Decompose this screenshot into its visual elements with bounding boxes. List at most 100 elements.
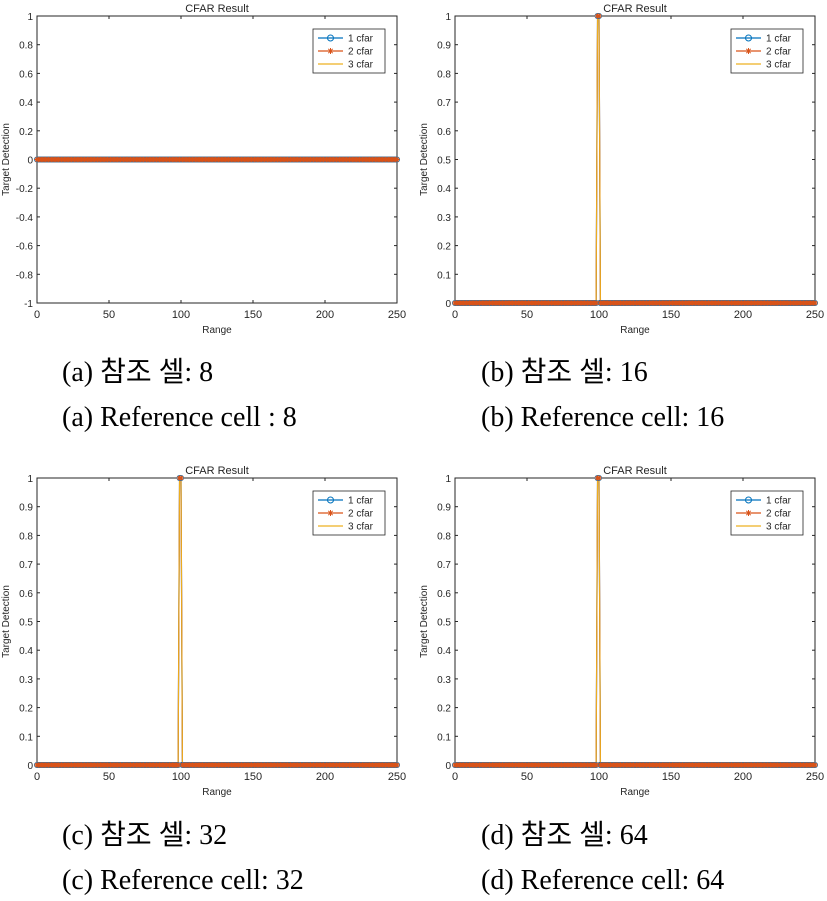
chart-title: CFAR Result [185,3,249,15]
y-tick-label: 0.9 [19,503,33,514]
y-tick-label: 0.9 [437,41,451,52]
caption-en-b: (b) Reference cell: 16 [481,402,725,433]
data-point-s2 [596,475,602,481]
y-axis-label: Target Detection [1,123,12,196]
data-point-s2 [812,300,818,306]
legend-marker-asterisk [327,48,334,54]
x-tick-label: 200 [734,309,752,321]
x-tick-label: 50 [103,771,115,783]
y-tick-label: 0.6 [19,69,33,80]
y-tick-label: 0.1 [19,732,33,743]
y-tick-label: 0.8 [19,41,33,52]
legend-marker-asterisk [327,510,334,516]
legend-label-2: 2 cfar [348,509,374,520]
x-tick-label: 100 [172,309,190,321]
y-axis-label: Target Detection [419,123,430,196]
data-point-s2 [596,13,602,19]
chart-panel-d: CFAR Result 0 50 100 150 200 250 0 0.1 0.2 0.3 0.4 0… [419,465,824,798]
chart-panel-c: CFAR Result 0 50 100 150 200 250 0 0.1 0.2 0.3 0.4 0… [1,465,406,798]
y-tick-label: 0 [445,299,451,310]
y-tick-label: 0.3 [437,675,451,686]
legend-label-3: 3 cfar [348,522,374,533]
x-tick-label: 150 [244,309,262,321]
y-tick-label: -0.6 [16,242,34,253]
caption-en-c: (c) Reference cell: 32 [62,865,304,896]
y-tick-label: 0.5 [19,618,33,629]
y-tick-label: 1 [27,474,33,485]
y-tick-label: -0.4 [16,213,34,224]
x-tick-label: 50 [521,309,533,321]
x-axis-label: Range [620,787,650,798]
legend-label-1: 1 cfar [766,496,792,507]
x-tick-label: 150 [244,771,262,783]
x-tick-label: 150 [662,309,680,321]
x-tick-label: 0 [452,309,458,321]
y-tick-label: 0.4 [19,646,33,657]
y-tick-label: 0 [27,761,33,772]
legend-label-3: 3 cfar [766,522,792,533]
legend-marker-circle [745,34,752,42]
y-tick-label: 0.8 [437,69,451,80]
y-tick-label: 0.8 [19,531,33,542]
data-point-s2 [175,762,181,768]
y-tick-label: -1 [24,299,33,310]
y-tick-label: 0.7 [437,98,451,109]
chart-panel-b: CFAR Result 0 50 100 150 200 250 0 0.1 0.2 0.3 0.4 0… [419,3,824,336]
legend-marker-circle [327,496,334,504]
y-tick-label: 0.8 [437,531,451,542]
caption-ko-a: (a) 참조 셀: 8 [62,357,214,388]
x-tick-label: 200 [734,771,752,783]
y-tick-label: 0.6 [437,589,451,600]
legend-label-2: 2 cfar [348,47,374,58]
legend-label-3: 3 cfar [766,60,792,71]
series-group [34,474,400,768]
x-tick-label: 50 [521,771,533,783]
y-tick-label: 0.6 [437,127,451,138]
chart-panel-a: CFAR Result 0 50 100 150 200 250 -1 -0.8 -0.6 -0.4… [1,3,406,336]
x-tick-label: 250 [806,771,824,783]
caption-ko-b: (b) 참조 셀: 16 [481,357,648,388]
chart-title: CFAR Result [603,3,667,15]
y-tick-label: -0.8 [16,270,34,281]
y-tick-label: 0.2 [437,242,451,253]
x-tick-label: 250 [806,309,824,321]
y-tick-label: 0.3 [19,675,33,686]
y-tick-label: 0.7 [437,560,451,571]
y-tick-label: 0.1 [437,732,451,743]
y-tick-label: 0.6 [19,589,33,600]
x-tick-label: 100 [590,309,608,321]
legend-marker-asterisk [745,48,752,54]
y-axis-label: Target Detection [419,585,430,658]
data-point-s2 [812,762,818,768]
x-tick-label: 200 [316,309,334,321]
legend-label-1: 1 cfar [348,34,374,45]
y-tick-label: 0.3 [437,213,451,224]
y-tick-label: 0 [445,761,451,772]
legend-marker-circle [327,34,334,42]
legend-label-1: 1 cfar [766,34,792,45]
y-tick-label: 1 [27,12,33,23]
y-tick-label: 0.5 [437,618,451,629]
legend-label-1: 1 cfar [348,496,374,507]
chart-title: CFAR Result [603,465,667,477]
y-tick-label: 0 [27,156,33,167]
x-tick-label: 0 [34,771,40,783]
y-tick-label: 0.4 [19,98,33,109]
x-tick-label: 100 [590,771,608,783]
legend-marker-circle [745,496,752,504]
series-group [34,156,400,163]
y-tick-label: 0.2 [19,127,33,138]
x-axis-label: Range [202,325,232,336]
y-axis-label: Target Detection [1,585,12,658]
data-point-s2 [593,762,599,768]
x-axis-label: Range [202,787,232,798]
y-tick-label: 1 [445,474,451,485]
y-tick-label: -0.2 [16,184,34,195]
y-tick-label: 0.9 [437,503,451,514]
caption-en-a: (a) Reference cell : 8 [62,402,297,433]
x-tick-label: 250 [388,771,406,783]
y-tick-label: 0.2 [19,704,33,715]
legend-label-2: 2 cfar [766,509,792,520]
x-tick-label: 200 [316,771,334,783]
y-tick-label: 0.4 [437,646,451,657]
